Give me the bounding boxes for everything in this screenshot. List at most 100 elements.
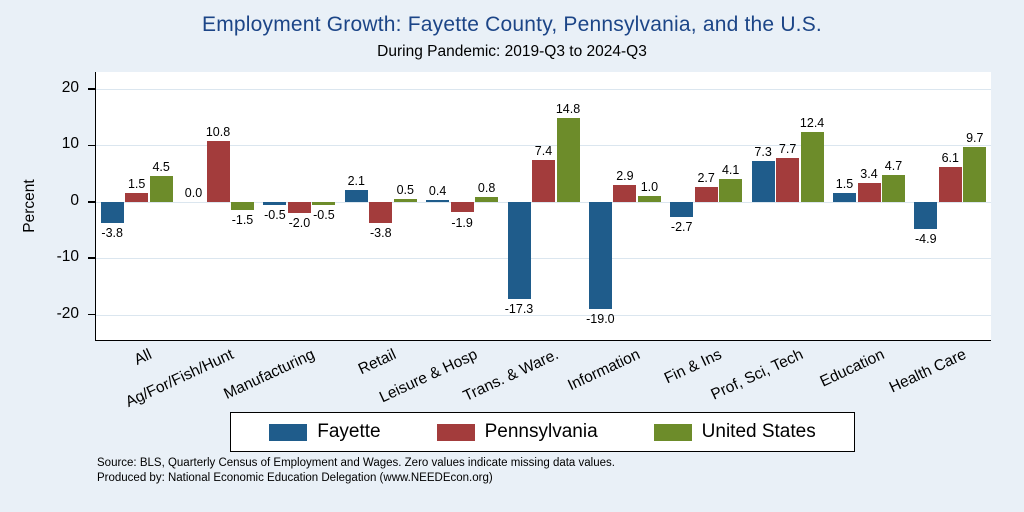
bar-value-label: -4.9 xyxy=(915,232,937,247)
bar-value-label: 0.4 xyxy=(428,183,447,198)
chart-subtitle: During Pandemic: 2019-Q3 to 2024-Q3 xyxy=(377,43,647,60)
bar-united-states xyxy=(882,175,905,202)
bar-united-states xyxy=(312,201,336,205)
y-tick-label: -20 xyxy=(56,304,79,322)
bar-pennsylvania xyxy=(450,201,474,213)
y-tick-mark xyxy=(88,201,96,203)
bar-pennsylvania xyxy=(125,193,149,202)
bar-value-label: 2.7 xyxy=(697,170,715,185)
bar-fayette xyxy=(426,199,450,202)
x-category-label: Health Care xyxy=(886,346,969,397)
legend: Fayette Pennsylvania United States xyxy=(230,412,855,452)
y-tick-mark xyxy=(88,88,96,90)
bar-value-label: 9.7 xyxy=(966,131,984,145)
bar-fayette xyxy=(100,201,124,224)
bar-value-label: 1.0 xyxy=(640,180,659,195)
bar-pennsylvania xyxy=(776,158,800,202)
bar-value-label: 2.9 xyxy=(616,169,634,184)
chart-title: Employment Growth: Fayette County, Penns… xyxy=(202,13,822,36)
legend-wrap: Fayette Pennsylvania United States xyxy=(95,412,990,452)
source-notes: Source: BLS, Quarterly Census of Employm… xyxy=(97,456,615,486)
x-category-label: Prof, Sci, Tech xyxy=(708,346,806,404)
bar-value-label: 4.5 xyxy=(152,160,170,175)
bar-value-label: 1.5 xyxy=(127,177,146,192)
bar-value-label: 12.4 xyxy=(799,115,825,130)
bar-value-label: 7.7 xyxy=(778,142,797,157)
legend-label-united-states: United States xyxy=(701,421,816,442)
bar-fayette xyxy=(263,201,287,205)
bar-value-label: -3.8 xyxy=(101,226,123,241)
bar-united-states xyxy=(475,197,499,202)
legend-item-fayette: Fayette xyxy=(269,421,381,443)
bar-united-states xyxy=(231,201,254,211)
bar-united-states xyxy=(556,118,580,202)
bar-pennsylvania xyxy=(938,167,962,202)
bar-pennsylvania xyxy=(206,140,230,202)
bar-value-label: 10.8 xyxy=(205,124,231,139)
x-category-label: Manufacturing xyxy=(221,346,318,403)
bar-fayette xyxy=(914,201,938,230)
x-category-label: Fin & Ins xyxy=(661,346,725,388)
y-tick-mark xyxy=(88,313,96,316)
bar-value-label: 0.8 xyxy=(477,181,496,196)
gridline xyxy=(96,88,991,90)
y-tick-mark xyxy=(88,144,96,147)
legend-item-united-states: United States xyxy=(653,421,816,443)
bar-value-label: 3.4 xyxy=(860,166,878,181)
bar-value-label: 7.4 xyxy=(534,144,553,158)
bar-value-label: -0.5 xyxy=(264,207,286,222)
gridline xyxy=(96,258,991,260)
bar-value-label: 1.5 xyxy=(835,177,854,192)
bar-fayette xyxy=(670,201,694,217)
bar-pennsylvania xyxy=(857,182,881,202)
bar-value-label: -19.0 xyxy=(586,312,615,326)
bar-fayette xyxy=(507,201,531,300)
source-line: Source: BLS, Quarterly Census of Employm… xyxy=(97,457,615,469)
gridline xyxy=(96,314,991,316)
bar-value-label: 4.1 xyxy=(721,162,740,177)
y-tick-mark xyxy=(88,257,96,259)
bar-value-label: -0.5 xyxy=(313,207,335,222)
bar-value-label: -2.7 xyxy=(670,220,693,234)
y-tick-label: 0 xyxy=(70,191,79,209)
bar-fayette xyxy=(751,160,775,202)
y-tick-label: -10 xyxy=(56,248,79,266)
bar-fayette xyxy=(344,189,368,202)
bar-united-states xyxy=(149,176,173,202)
legend-label-pennsylvania: Pennsylvania xyxy=(484,421,598,442)
y-tick-label: 10 xyxy=(61,135,79,153)
y-axis: 20 10 0 -10 -20 xyxy=(0,72,96,340)
plot-area: -3.8 1.5 4.5 0.0 10.8 -1.5 -0.5 -2.0 -0.5 2.1 -3.8… xyxy=(95,72,991,341)
x-category-label: All xyxy=(132,346,155,369)
bar-pennsylvania xyxy=(532,160,555,202)
bar-value-label: 7.3 xyxy=(754,144,772,159)
bar-value-label: 2.1 xyxy=(347,173,365,188)
bar-value-label: -1.5 xyxy=(231,213,254,228)
bar-fayette xyxy=(588,201,612,309)
x-category-label: Retail xyxy=(355,346,399,379)
legend-swatch-fayette xyxy=(269,423,308,441)
x-axis-labels: All Ag/For/Fish/Hunt Manufacturing Retail Le… xyxy=(95,341,990,411)
bar-pennsylvania xyxy=(694,186,718,202)
gridline xyxy=(96,145,991,147)
bar-pennsylvania xyxy=(369,201,393,224)
bar-pennsylvania xyxy=(613,185,637,202)
bar-united-states xyxy=(637,196,661,202)
bar-value-label: -1.9 xyxy=(451,215,473,230)
bar-value-label: 0.5 xyxy=(396,182,414,197)
bar-value-label: 6.1 xyxy=(941,151,959,166)
bar-united-states xyxy=(393,198,417,202)
bar-value-label: -2.0 xyxy=(288,216,311,231)
legend-label-fayette: Fayette xyxy=(317,421,381,442)
gridline xyxy=(96,201,991,203)
y-tick-label: 20 xyxy=(61,78,79,96)
legend-swatch-pennsylvania xyxy=(436,423,475,441)
bar-united-states xyxy=(800,131,824,202)
x-category-label: Information xyxy=(565,346,644,395)
bar-value-label: 4.7 xyxy=(884,159,903,174)
bar-united-states xyxy=(963,147,987,202)
produced-by-line: Produced by: National Economic Education… xyxy=(97,471,493,484)
bar-value-label: 14.8 xyxy=(555,102,581,117)
bar-value-label: 0.0 xyxy=(184,185,203,200)
